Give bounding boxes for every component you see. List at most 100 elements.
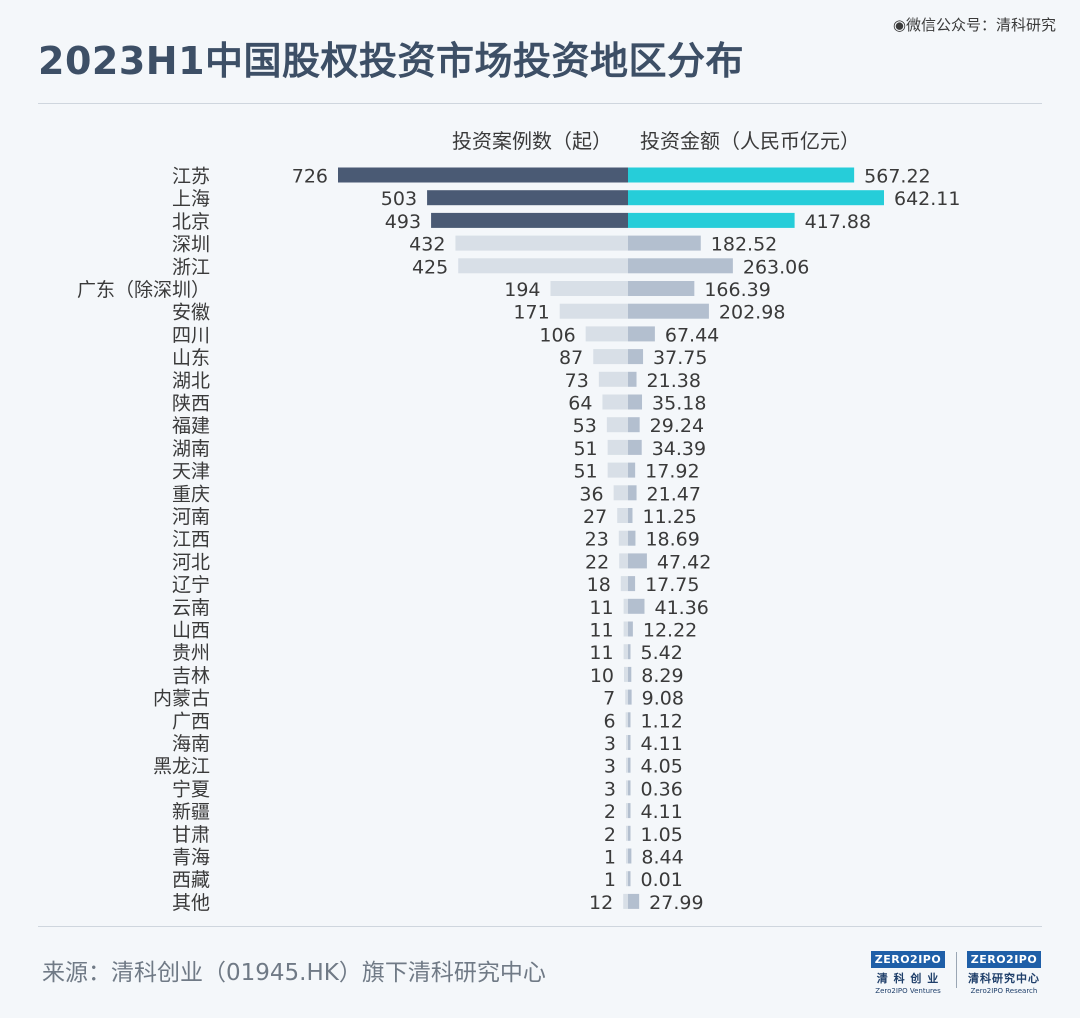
- category-label: 重庆: [172, 483, 210, 505]
- logo-en: Zero2IPO Ventures: [875, 987, 941, 995]
- cases-value-label: 106: [539, 324, 575, 346]
- category-label: 其他: [172, 892, 210, 914]
- logo-cn: 清科研究中心: [968, 972, 1040, 985]
- cases-bar: [623, 893, 628, 909]
- amount-value-label: 182.52: [711, 234, 777, 256]
- cases-bar: [626, 780, 628, 796]
- category-label: 福建: [172, 415, 210, 437]
- cases-bar: [338, 167, 628, 183]
- amount-value-label: 35.18: [652, 393, 706, 415]
- cases-bar: [626, 757, 628, 773]
- cases-bar: [626, 825, 628, 841]
- cases-bar: [585, 326, 628, 342]
- category-label: 河北: [172, 551, 210, 573]
- cases-bar: [620, 576, 628, 592]
- cases-bar: [623, 598, 628, 614]
- cases-bar: [607, 462, 628, 478]
- cases-value-label: 18: [587, 574, 611, 596]
- cases-bar: [618, 530, 628, 546]
- amount-bar: [628, 462, 636, 478]
- category-labels: 江苏上海北京深圳浙江广东（除深圳）安徽四川山东湖北陕西福建湖南天津重庆河南江西河…: [77, 166, 210, 914]
- cases-value-label: 432: [409, 234, 445, 256]
- cases-bar: [626, 803, 628, 819]
- amount-bar: [628, 349, 644, 365]
- logo-cn: 清 科 创 业: [876, 972, 940, 985]
- category-label: 吉林: [172, 665, 210, 687]
- amount-value-label: 37.75: [653, 347, 707, 369]
- logo-en: Zero2IPO Research: [970, 987, 1038, 995]
- cases-value-label: 425: [412, 256, 448, 278]
- category-label: 浙江: [172, 256, 210, 278]
- amount-bar: [628, 190, 884, 206]
- amount-value-label: 0.01: [641, 869, 683, 891]
- cases-value-label: 11: [589, 597, 613, 619]
- category-label: 内蒙古: [153, 688, 210, 710]
- cases-bar: [550, 281, 628, 296]
- amount-bar: [628, 893, 640, 909]
- zero2ipo-ventures-logo: ZERO2IPO 清 科 创 业 Zero2IPO Ventures: [866, 948, 950, 995]
- cases-bar: [427, 190, 628, 206]
- amount-value-label: 21.47: [647, 483, 701, 505]
- amount-bar: [628, 485, 637, 501]
- diverging-bar-chart: 投资案例数（起） 投资金额（人民币亿元） 江苏上海北京深圳浙江广东（除深圳）安徽四…: [77, 129, 961, 914]
- amount-value-label: 4.11: [641, 801, 683, 823]
- amount-bar: [628, 689, 632, 705]
- cases-bar: [455, 235, 628, 251]
- amount-bar: [628, 598, 645, 614]
- amount-bar: [628, 212, 795, 228]
- cases-value-label: 51: [573, 438, 597, 460]
- amount-value-label: 8.44: [641, 847, 683, 869]
- cases-bar: [607, 439, 628, 455]
- cases-value-label: 503: [381, 188, 417, 210]
- legend: 投资案例数（起） 投资金额（人民币亿元）: [452, 129, 860, 153]
- category-label: 河南: [172, 506, 210, 528]
- category-label: 安徽: [172, 302, 210, 324]
- amount-value-label: 21.38: [647, 370, 701, 392]
- cases-value-label: 726: [292, 166, 328, 188]
- amount-bar: [628, 871, 631, 887]
- cases-bar: [625, 689, 628, 705]
- amount-bar: [628, 621, 633, 637]
- cases-bar: [626, 848, 628, 864]
- amount-bar: [628, 303, 709, 319]
- amount-value-label: 11.25: [642, 506, 696, 528]
- amount-bar: [628, 371, 637, 387]
- category-label: 山东: [172, 347, 210, 369]
- cases-bar: [623, 621, 628, 637]
- cases-value-label: 493: [385, 211, 421, 233]
- category-label: 北京: [172, 211, 210, 233]
- logo-divider: [956, 952, 957, 988]
- category-label: 深圳: [172, 234, 210, 256]
- amount-bar: [628, 258, 733, 274]
- cases-bar: [559, 303, 628, 319]
- amount-value-label: 4.11: [641, 733, 683, 755]
- category-label: 辽宁: [172, 574, 210, 596]
- amount-value-label: 27.99: [649, 892, 703, 914]
- category-label: 广东（除深圳）: [77, 279, 210, 301]
- cases-value-label: 53: [573, 415, 597, 437]
- category-label: 江苏: [172, 166, 210, 188]
- cases-value-label: 12: [589, 892, 613, 914]
- cases-value-label: 1: [604, 847, 616, 869]
- category-label: 黑龙江: [153, 756, 210, 778]
- amount-value-label: 18.69: [645, 529, 699, 551]
- amount-value-label: 12.22: [643, 620, 697, 642]
- cases-value-label: 36: [579, 483, 603, 505]
- category-label: 海南: [172, 733, 210, 755]
- category-label: 西藏: [172, 869, 210, 891]
- cases-bar: [624, 666, 628, 682]
- amount-bar: [628, 439, 642, 455]
- amount-bar: [628, 644, 631, 660]
- cases-bar: [625, 712, 628, 728]
- cases-bar: [606, 417, 628, 433]
- category-label: 湖南: [172, 438, 210, 460]
- amount-value-label: 8.29: [641, 665, 683, 687]
- amount-value-label: 67.44: [665, 324, 719, 346]
- cases-value-label: 3: [604, 778, 616, 800]
- cases-value-label: 3: [604, 756, 616, 778]
- amount-bar: [628, 508, 633, 523]
- cases-bar: [602, 394, 628, 410]
- cases-bar: [613, 485, 628, 501]
- cases-value-label: 2: [604, 824, 616, 846]
